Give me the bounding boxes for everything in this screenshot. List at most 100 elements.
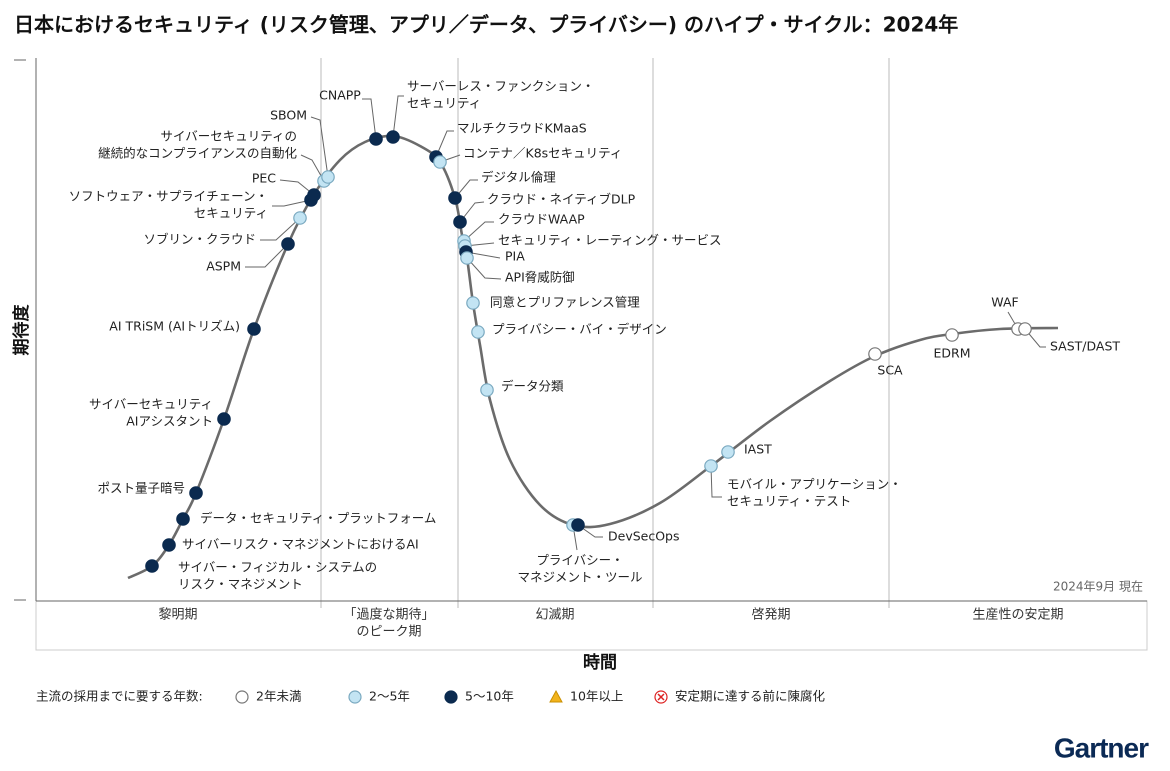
leader-line bbox=[392, 95, 404, 138]
technology-dot bbox=[448, 191, 462, 205]
technology-label: サーバーレス・ファンクション・ bbox=[407, 79, 594, 94]
phase-label: 黎明期 bbox=[158, 608, 197, 623]
leader-line bbox=[463, 221, 494, 242]
technology-label: セキュリティ・レーティング・サービス bbox=[498, 233, 722, 248]
technology-label: ソブリン・クラウド bbox=[143, 232, 256, 247]
y-axis-title: 期待度 bbox=[11, 304, 32, 356]
technology-dot bbox=[945, 328, 959, 342]
technology-label: セキュリティ・テスト bbox=[727, 494, 851, 509]
technology-label: CNAPP bbox=[319, 88, 361, 103]
technology-dot bbox=[704, 459, 718, 473]
technology-dot bbox=[466, 296, 480, 310]
technology-label: セキュリティ bbox=[194, 206, 268, 221]
technology-label: PIA bbox=[505, 249, 525, 264]
technology-label: モバイル・アプリケーション・ bbox=[727, 477, 902, 492]
technology-label: サイバー・フィジカル・システムの bbox=[178, 560, 377, 575]
technology-dot bbox=[293, 211, 307, 225]
technology-label: データ・セキュリティ・プラットフォーム bbox=[200, 511, 436, 526]
technology-dot bbox=[471, 325, 485, 339]
technology-label: AIアシスタント bbox=[126, 414, 213, 429]
legend-label: 2～5年 bbox=[369, 689, 410, 704]
plot-area bbox=[36, 58, 1147, 601]
technology-dot bbox=[281, 237, 295, 251]
technology-label: ASPM bbox=[206, 259, 241, 274]
leader-line bbox=[300, 154, 325, 182]
legend-label: 10年以上 bbox=[570, 689, 623, 704]
technology-label: 継続的なコンプライアンスの自動化 bbox=[98, 146, 297, 161]
technology-label: マルチクラウドKMaaS bbox=[457, 121, 587, 136]
phase-label: 幻滅期 bbox=[535, 608, 574, 623]
legend-label: 5～10年 bbox=[465, 689, 514, 704]
legend-icon bbox=[444, 690, 458, 704]
technology-dot bbox=[145, 559, 159, 573]
phase-separators bbox=[320, 58, 890, 608]
legend-icon bbox=[235, 690, 249, 704]
technology-dot bbox=[721, 445, 735, 459]
technology-label: ポスト量子暗号 bbox=[97, 481, 185, 496]
technology-dot bbox=[162, 538, 176, 552]
technology-label: IAST bbox=[744, 442, 772, 457]
technology-label: サイバーリスク・マネジメントにおけるAI bbox=[182, 537, 419, 552]
technology-dot bbox=[307, 188, 321, 202]
technology-label: クラウドWAAP bbox=[498, 212, 585, 227]
leader-line bbox=[245, 243, 289, 268]
technology-dot bbox=[176, 512, 190, 526]
technology-label: サイバーセキュリティの bbox=[160, 129, 297, 144]
legend-icon bbox=[549, 689, 563, 703]
technology-dot bbox=[571, 518, 585, 532]
technology-dot bbox=[1018, 322, 1032, 336]
leader-line bbox=[272, 199, 312, 207]
technology-dot bbox=[321, 170, 335, 184]
technology-label: マネジメント・ツール bbox=[517, 570, 642, 585]
technology-label: DevSecOps bbox=[608, 529, 680, 544]
technology-label: デジタル倫理 bbox=[481, 170, 556, 185]
leader-line bbox=[1024, 328, 1046, 348]
technology-label: リスク・マネジメント bbox=[178, 577, 303, 592]
leader-line bbox=[310, 116, 329, 178]
technology-dot bbox=[247, 322, 261, 336]
legend-label: 安定期に達する前に陳腐化 bbox=[675, 689, 826, 704]
leader-line bbox=[362, 98, 377, 140]
technology-dot bbox=[217, 412, 231, 426]
dot-layer bbox=[145, 130, 1032, 573]
technology-label: クラウド・ネイティブDLP bbox=[487, 192, 636, 207]
technology-label: EDRM bbox=[934, 346, 971, 361]
technology-dot bbox=[453, 215, 467, 229]
technology-label: API脅威防御 bbox=[505, 270, 575, 285]
technology-label: 同意とプリファレンス管理 bbox=[490, 295, 640, 310]
phase-label: 生産性の安定期 bbox=[972, 607, 1063, 623]
technology-label: PEC bbox=[252, 171, 276, 186]
technology-label: コンテナ／K8sセキュリティ bbox=[463, 146, 622, 161]
technology-label: AI TRiSM (AIトリズム) bbox=[109, 319, 240, 334]
leader-line bbox=[279, 179, 315, 196]
legend-icon-x bbox=[657, 693, 665, 701]
technology-label: セキュリティ bbox=[407, 96, 481, 111]
phase-label: 啓発期 bbox=[751, 608, 790, 623]
technology-label: データ分類 bbox=[501, 379, 564, 394]
technology-dot bbox=[480, 383, 494, 397]
technology-dot bbox=[369, 132, 383, 146]
technology-dot bbox=[189, 486, 203, 500]
as-of-note: 2024年9月 現在 bbox=[1053, 580, 1143, 594]
technology-dot bbox=[868, 347, 882, 361]
technology-label: WAF bbox=[991, 295, 1018, 310]
technology-dot bbox=[460, 251, 474, 265]
leader-line bbox=[710, 465, 722, 498]
legend-title: 主流の採用までに要する年数: bbox=[36, 689, 203, 704]
technology-label: ソフトウェア・サプライチェーン・ bbox=[69, 189, 268, 204]
technology-label: サイバーセキュリティ bbox=[89, 397, 213, 412]
technology-dot bbox=[433, 155, 447, 169]
technology-dot bbox=[386, 130, 400, 144]
legend-icon bbox=[348, 690, 362, 704]
leader-line bbox=[459, 201, 485, 223]
x-axis-title: 時間 bbox=[583, 652, 617, 673]
technology-label: SBOM bbox=[270, 108, 307, 123]
legend-label: 2年未満 bbox=[256, 689, 301, 704]
technology-label: プライバシー・ bbox=[536, 553, 623, 568]
phase-label: 「過度な期待」 bbox=[343, 607, 434, 623]
leader-line bbox=[435, 130, 454, 158]
technology-label: SCA bbox=[877, 363, 903, 378]
logo: Gartner bbox=[1054, 732, 1149, 763]
